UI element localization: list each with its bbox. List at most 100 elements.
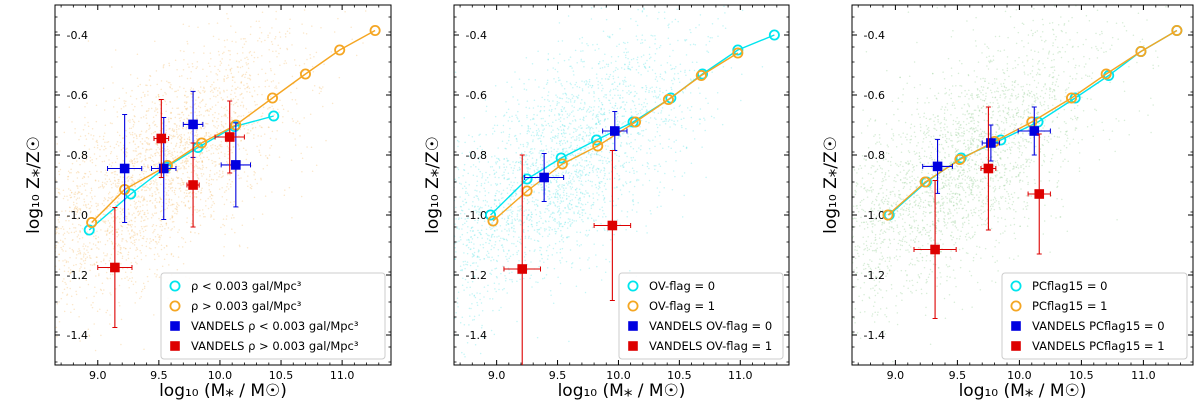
cloud-point bbox=[305, 32, 308, 35]
cloud-point bbox=[608, 112, 611, 114]
cloud-point bbox=[551, 139, 553, 141]
cloud-point bbox=[183, 87, 185, 90]
cloud-point bbox=[235, 101, 238, 104]
cloud-point bbox=[158, 95, 160, 98]
cloud-point bbox=[123, 102, 126, 104]
cloud-point bbox=[673, 73, 676, 75]
cloud-point bbox=[118, 178, 120, 181]
cloud-point bbox=[569, 180, 572, 182]
cloud-point bbox=[141, 288, 144, 291]
y-axis-label: log₁₀ Z⁎/Z☉ bbox=[24, 136, 44, 234]
cloud-point bbox=[557, 198, 559, 200]
cloud-point bbox=[144, 219, 146, 221]
cloud-point bbox=[533, 190, 535, 192]
cloud-point bbox=[76, 185, 78, 187]
cloud-point bbox=[464, 141, 466, 144]
cloud-point bbox=[180, 184, 182, 186]
cloud-point bbox=[194, 103, 197, 105]
cloud-point bbox=[688, 69, 691, 72]
cloud-point bbox=[206, 109, 208, 112]
cloud-point bbox=[52, 304, 54, 306]
cloud-point bbox=[145, 114, 147, 116]
cloud-point bbox=[584, 212, 587, 214]
cloud-point bbox=[77, 191, 80, 194]
cloud-point bbox=[525, 209, 527, 211]
cloud-point bbox=[695, 26, 697, 29]
cloud-point bbox=[451, 222, 453, 224]
cloud-point bbox=[585, 173, 588, 175]
cloud-point bbox=[196, 60, 199, 63]
cloud-point bbox=[587, 83, 590, 85]
cloud-point bbox=[282, 116, 284, 118]
cloud-point bbox=[234, 81, 236, 84]
cloud-point bbox=[505, 147, 507, 150]
cloud-point bbox=[558, 214, 561, 216]
cloud-point bbox=[591, 203, 594, 206]
cloud-point bbox=[578, 134, 580, 137]
cloud-point bbox=[545, 220, 547, 223]
cloud-point bbox=[209, 195, 211, 198]
cloud-point bbox=[85, 138, 88, 140]
cloud-point bbox=[269, 147, 271, 149]
cloud-point bbox=[79, 262, 82, 265]
cloud-point bbox=[529, 249, 531, 252]
cloud-point bbox=[691, 61, 694, 63]
cloud-point bbox=[645, 86, 648, 89]
cloud-point bbox=[216, 178, 218, 181]
cloud-point bbox=[211, 106, 214, 108]
cloud-point bbox=[172, 154, 174, 157]
cloud-point bbox=[528, 151, 531, 153]
cloud-point bbox=[498, 176, 500, 179]
cloud-point bbox=[510, 167, 513, 169]
cloud-point bbox=[134, 185, 136, 188]
cloud-point bbox=[581, 174, 583, 176]
cloud-point bbox=[540, 184, 542, 186]
cloud-point bbox=[560, 213, 562, 215]
cloud-point bbox=[89, 201, 92, 203]
cloud-point bbox=[600, 7, 603, 9]
cloud-point bbox=[145, 240, 148, 243]
cloud-point bbox=[259, 144, 262, 146]
cloud-point bbox=[246, 82, 248, 85]
cloud-point bbox=[149, 183, 151, 186]
cloud-point bbox=[210, 178, 213, 181]
cloud-point bbox=[96, 146, 99, 149]
cloud-point bbox=[597, 97, 600, 100]
cloud-point bbox=[539, 110, 541, 113]
cloud-point bbox=[247, 129, 249, 131]
cloud-point bbox=[145, 254, 147, 257]
cloud-point bbox=[142, 219, 145, 222]
cloud-point bbox=[656, 123, 658, 126]
cloud-point bbox=[128, 233, 131, 235]
cloud-point bbox=[549, 226, 552, 229]
cloud-point bbox=[153, 230, 155, 232]
cloud-point bbox=[642, 134, 644, 137]
cloud-point bbox=[130, 133, 132, 136]
cloud-point bbox=[506, 292, 508, 294]
cloud-point bbox=[183, 192, 186, 194]
cloud-point bbox=[72, 251, 75, 253]
cloud-point bbox=[77, 250, 79, 253]
cloud-point bbox=[190, 112, 193, 114]
cloud-point bbox=[683, 172, 686, 174]
cloud-point bbox=[168, 64, 171, 67]
cloud-point bbox=[478, 214, 480, 216]
cloud-point bbox=[83, 144, 86, 147]
cloud-point bbox=[454, 246, 457, 249]
cloud-point bbox=[503, 157, 506, 160]
cloud-point bbox=[77, 187, 79, 189]
cloud-point bbox=[615, 204, 617, 207]
cloud-point bbox=[146, 166, 149, 168]
cloud-point bbox=[120, 213, 123, 215]
cloud-point bbox=[59, 193, 61, 195]
cloud-point bbox=[89, 207, 92, 209]
cloud-point bbox=[190, 92, 193, 94]
cloud-point bbox=[490, 206, 492, 209]
cloud-point bbox=[100, 260, 102, 263]
cloud-point bbox=[506, 160, 509, 162]
cloud-point bbox=[193, 158, 196, 161]
cloud-point bbox=[511, 281, 514, 283]
cloud-point bbox=[144, 93, 146, 96]
cloud-point bbox=[143, 165, 145, 168]
cloud-point bbox=[641, 11, 644, 13]
